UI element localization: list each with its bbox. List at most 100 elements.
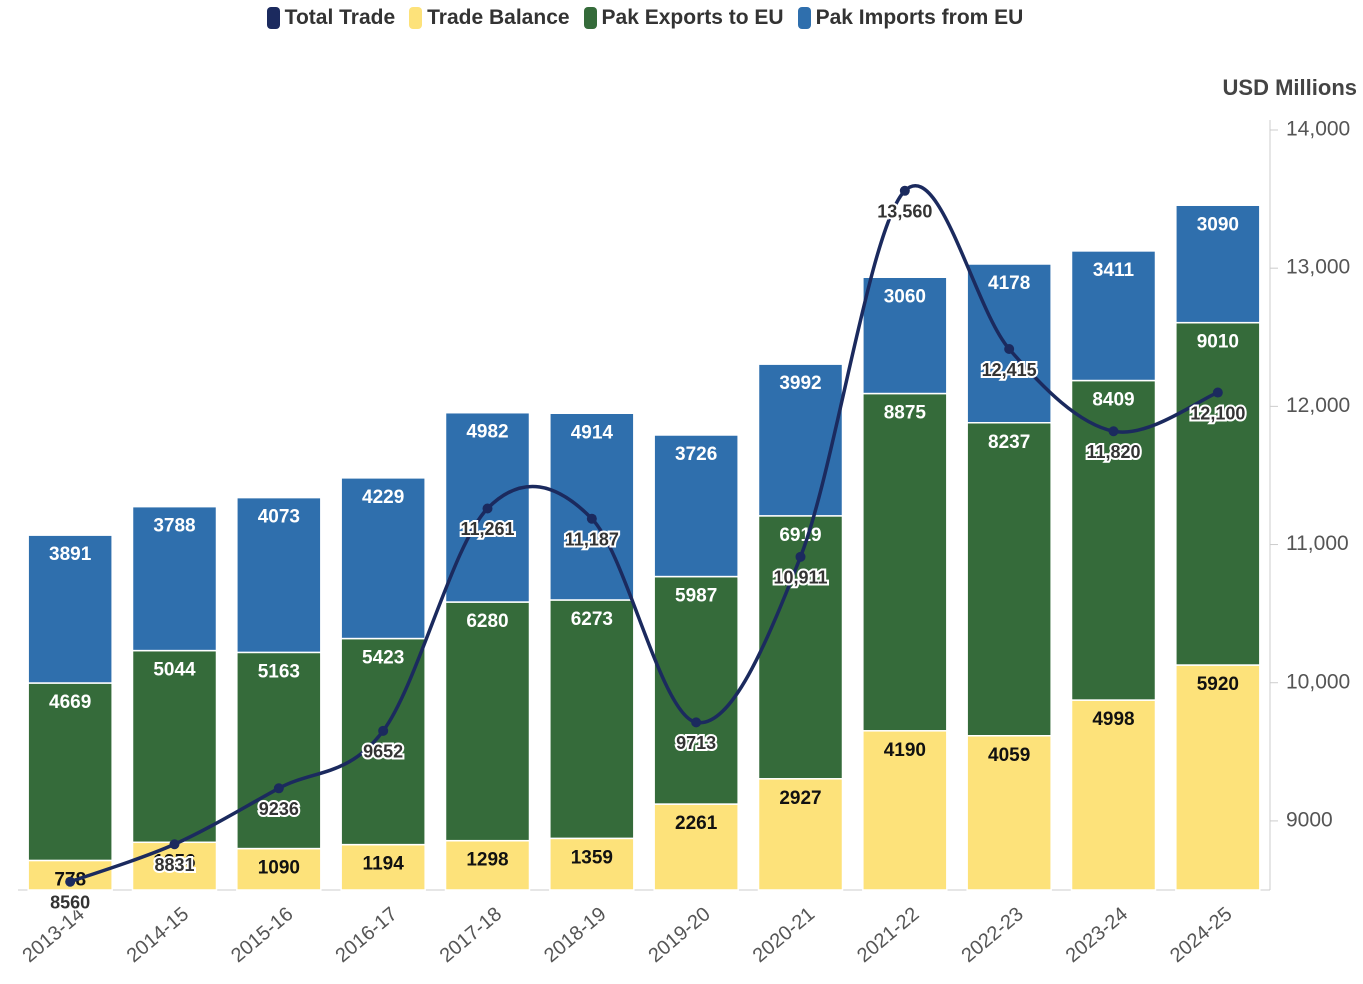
data-label: 2261 bbox=[675, 813, 718, 834]
legend-swatch bbox=[583, 7, 597, 29]
line-point bbox=[795, 551, 806, 562]
legend-item: Trade Balance bbox=[409, 6, 570, 30]
bar-segment bbox=[1175, 664, 1261, 891]
bar-segment bbox=[444, 601, 531, 842]
legend-swatch bbox=[797, 7, 811, 29]
bar-segment bbox=[1070, 250, 1157, 382]
data-label: 6273 bbox=[571, 609, 613, 630]
line-point bbox=[482, 503, 493, 514]
line-label: 8831 bbox=[154, 855, 194, 875]
bar-segment bbox=[966, 263, 1052, 424]
bar-segment bbox=[340, 843, 426, 891]
x-tick-label: 2024-25 bbox=[1166, 903, 1236, 967]
line-point bbox=[378, 725, 389, 736]
x-tick-label: 2018-19 bbox=[540, 903, 610, 967]
legend-label: Pak Imports from EU bbox=[815, 6, 1024, 29]
data-label: 4190 bbox=[884, 740, 926, 761]
data-label: 5044 bbox=[153, 660, 196, 681]
line-label: 11,261 bbox=[460, 519, 514, 539]
line-label: 9236 bbox=[259, 799, 299, 819]
x-tick-label: 2015-16 bbox=[227, 903, 297, 967]
data-label: 4914 bbox=[571, 422, 614, 443]
data-label: 3090 bbox=[1197, 214, 1239, 235]
data-label: 3411 bbox=[1093, 260, 1135, 281]
legend-swatch bbox=[409, 7, 423, 29]
data-label: 3060 bbox=[884, 286, 926, 307]
x-tick-label: 2019-20 bbox=[644, 903, 714, 967]
bar-segment bbox=[27, 682, 113, 862]
data-label: 4998 bbox=[1092, 709, 1134, 730]
data-label: 5920 bbox=[1197, 674, 1239, 695]
data-label: 2927 bbox=[779, 788, 821, 809]
data-label: 3788 bbox=[153, 516, 195, 537]
data-label: 9010 bbox=[1197, 332, 1239, 353]
data-label: 4059 bbox=[988, 745, 1030, 766]
bar-segment bbox=[653, 434, 739, 578]
x-tick-label: 2021-22 bbox=[853, 903, 923, 967]
y2-tick-label: 12,000 bbox=[1286, 394, 1350, 417]
x-tick-label: 2014-15 bbox=[123, 903, 193, 967]
line-label: 9652 bbox=[363, 742, 403, 762]
line-point bbox=[1108, 426, 1119, 437]
data-label: 1298 bbox=[466, 850, 508, 871]
bar-segment bbox=[549, 837, 635, 891]
bar-segment bbox=[862, 276, 948, 395]
data-label: 1359 bbox=[571, 847, 613, 868]
line-point bbox=[1212, 387, 1223, 398]
x-tick-label: 2020-21 bbox=[749, 903, 819, 967]
y2-axis-title: USD Millions bbox=[1223, 75, 1357, 100]
legend-item: Total Trade bbox=[266, 6, 396, 30]
bar-segment bbox=[549, 599, 635, 840]
bar-segment bbox=[653, 803, 739, 891]
line-point bbox=[273, 783, 284, 794]
data-label: 1256 bbox=[153, 851, 195, 872]
bar-segment bbox=[653, 575, 739, 805]
legend-label: Total Trade bbox=[284, 6, 396, 29]
legend: Total Trade Trade Balance Pak Exports to E… bbox=[0, 6, 1290, 30]
line-point bbox=[691, 717, 702, 728]
x-tick-label: 2017-18 bbox=[436, 903, 506, 967]
line-point bbox=[65, 876, 76, 887]
bar-segment bbox=[236, 496, 322, 654]
y2-tick-label: 9000 bbox=[1286, 808, 1333, 831]
y2-tick-label: 10,000 bbox=[1286, 670, 1350, 693]
bar-segment bbox=[549, 412, 635, 601]
data-label: 3891 bbox=[49, 544, 92, 565]
legend-item: Pak Exports to EU bbox=[583, 6, 784, 30]
data-label: 4669 bbox=[49, 692, 91, 713]
bar-segment bbox=[1175, 321, 1261, 666]
line-point bbox=[1004, 344, 1015, 355]
data-label: 4229 bbox=[362, 487, 404, 508]
legend-swatch bbox=[266, 7, 280, 29]
bar-segment bbox=[1175, 204, 1261, 324]
line-label: 11,820 bbox=[1086, 442, 1140, 462]
data-label: 8237 bbox=[988, 432, 1030, 453]
line-point bbox=[586, 513, 597, 524]
data-label: 8409 bbox=[1092, 390, 1134, 411]
x-tick-label: 2023-24 bbox=[1062, 903, 1132, 967]
line-label: 8560 bbox=[50, 892, 90, 912]
data-label: 6280 bbox=[466, 611, 508, 632]
line-label: 9713 bbox=[676, 733, 716, 753]
data-label: 1090 bbox=[258, 858, 300, 879]
line-point bbox=[899, 185, 910, 196]
bar-segment bbox=[236, 651, 322, 850]
legend-item: Pak Imports from EU bbox=[797, 6, 1024, 30]
bar-segment bbox=[966, 422, 1052, 737]
bar-segment bbox=[444, 839, 531, 891]
data-label: 3992 bbox=[779, 373, 821, 394]
x-tick-label: 2013-14 bbox=[18, 903, 88, 967]
data-label: 4982 bbox=[466, 422, 508, 443]
data-label: 6919 bbox=[779, 525, 821, 546]
line-point bbox=[169, 839, 180, 850]
data-label: 5987 bbox=[675, 586, 717, 607]
bar-segment bbox=[1070, 699, 1157, 891]
data-label: 4073 bbox=[258, 507, 300, 528]
bar-segment bbox=[966, 735, 1052, 891]
bar-segment bbox=[862, 392, 948, 732]
line-label: 12,100 bbox=[1190, 403, 1245, 423]
bar-segment bbox=[757, 363, 844, 517]
line-label: 13,560 bbox=[877, 202, 932, 222]
